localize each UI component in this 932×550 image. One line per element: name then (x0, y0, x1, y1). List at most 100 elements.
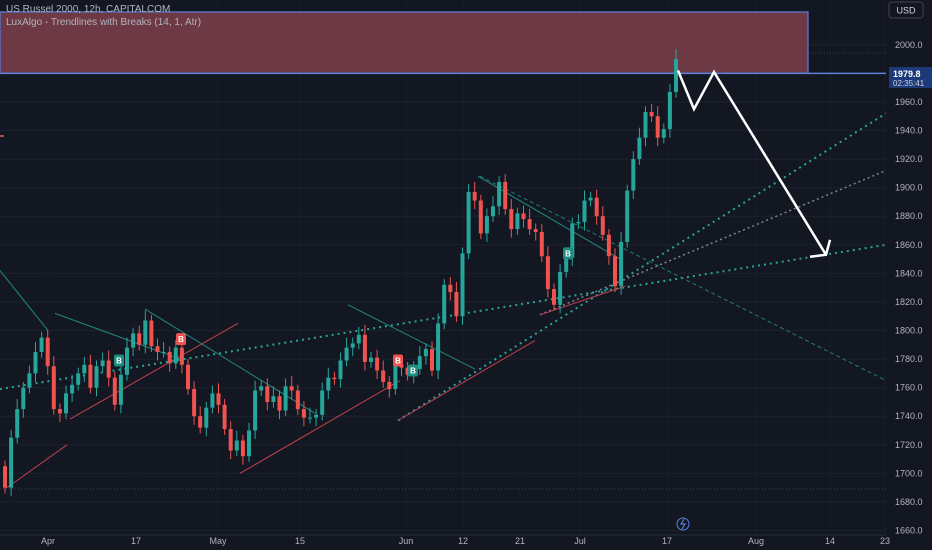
indicator-legend[interactable]: LuxAlgo - Trendlines with Breaks (14, 1,… (6, 17, 202, 28)
candle-body[interactable] (149, 320, 154, 347)
candle-body[interactable] (173, 347, 178, 364)
candle-body[interactable] (283, 386, 288, 411)
candle-body[interactable] (308, 417, 312, 419)
candle-body[interactable] (594, 197, 599, 217)
breakout-badge[interactable] (563, 247, 573, 260)
candle-body[interactable] (521, 213, 526, 220)
candle-body[interactable] (674, 59, 678, 92)
candle-body[interactable] (216, 393, 221, 405)
candle-body[interactable] (228, 429, 233, 451)
candle-body[interactable] (301, 409, 306, 418)
candle-body[interactable] (88, 364, 93, 388)
candle-body[interactable] (167, 351, 172, 364)
candle-body[interactable] (423, 349, 428, 357)
candle-body[interactable] (247, 430, 251, 457)
candle-body[interactable] (161, 351, 166, 353)
dotted-trendline[interactable] (397, 112, 887, 422)
candle-body[interactable] (210, 393, 215, 408)
candle-body[interactable] (344, 347, 349, 361)
candle-body[interactable] (503, 181, 508, 210)
candle-body[interactable] (667, 91, 672, 130)
candle-body[interactable] (179, 347, 184, 365)
candle-body[interactable] (460, 253, 465, 317)
candle-body[interactable] (375, 357, 380, 371)
candle-body[interactable] (600, 216, 605, 235)
candle-body[interactable] (27, 373, 32, 388)
candle-body[interactable] (619, 241, 624, 287)
candle-body[interactable] (606, 234, 611, 257)
trendline-support[interactable] (6, 444, 68, 489)
candle-body[interactable] (533, 229, 538, 232)
candle-body[interactable] (45, 337, 50, 367)
candle-body[interactable] (570, 223, 575, 258)
breakout-badge[interactable] (393, 354, 403, 367)
candle-body[interactable] (484, 216, 489, 234)
candle-body[interactable] (509, 209, 514, 230)
candle-body[interactable] (369, 357, 373, 362)
candle-body[interactable] (320, 390, 325, 415)
candle-body[interactable] (637, 137, 642, 160)
candle-body[interactable] (472, 191, 477, 201)
currency-button[interactable] (888, 1, 924, 19)
candle-body[interactable] (198, 416, 203, 428)
candle-body[interactable] (405, 367, 410, 375)
candle-body[interactable] (497, 181, 502, 207)
candle-body[interactable] (240, 440, 245, 457)
candle-body[interactable] (649, 111, 654, 117)
candle-body[interactable] (57, 409, 62, 414)
candle-body[interactable] (655, 116, 660, 138)
candle-body[interactable] (289, 386, 294, 391)
candle-body[interactable] (100, 360, 105, 367)
candle-body[interactable] (515, 213, 520, 230)
candle-body[interactable] (112, 377, 117, 405)
trendline-support[interactable] (69, 322, 239, 420)
candle-body[interactable] (362, 334, 367, 362)
candle-body[interactable] (582, 200, 587, 222)
candle-body[interactable] (430, 349, 434, 371)
candle-body[interactable] (234, 440, 239, 451)
candle-body[interactable] (338, 360, 343, 380)
candle-body[interactable] (277, 396, 282, 411)
trendline-resistance[interactable] (477, 175, 621, 260)
candle-body[interactable] (436, 323, 441, 371)
candle-body[interactable] (3, 466, 7, 488)
candle-body[interactable] (118, 374, 123, 405)
candle-body[interactable] (76, 373, 81, 385)
breakout-badge[interactable] (408, 364, 418, 377)
candle-body[interactable] (222, 404, 227, 430)
candle-body[interactable] (186, 364, 190, 390)
candle-body[interactable] (539, 231, 544, 257)
candle-body[interactable] (332, 377, 337, 380)
candle-body[interactable] (448, 284, 453, 292)
candle-body[interactable] (454, 291, 459, 317)
candle-body[interactable] (82, 364, 87, 374)
trendline-resistance[interactable] (347, 304, 476, 370)
trendline-resistance[interactable] (54, 312, 181, 360)
candle-body[interactable] (631, 159, 636, 191)
candle-body[interactable] (613, 256, 617, 287)
candle-body[interactable] (64, 393, 68, 414)
candle-body[interactable] (527, 219, 532, 230)
resistance-zone-box[interactable] (0, 11, 809, 74)
candle-body[interactable] (70, 384, 75, 394)
breakout-badge[interactable] (114, 354, 124, 367)
candle-body[interactable] (295, 390, 300, 410)
candle-body[interactable] (643, 111, 648, 138)
candle-body[interactable] (491, 206, 495, 217)
candle-body[interactable] (545, 256, 550, 290)
candle-body[interactable] (558, 271, 563, 305)
candle-body[interactable] (33, 351, 38, 374)
candle-body[interactable] (137, 333, 142, 345)
candle-body[interactable] (271, 396, 276, 402)
candle-body[interactable] (204, 407, 209, 428)
candle-body[interactable] (192, 389, 197, 417)
candle-body[interactable] (259, 386, 264, 391)
trendline-resistance[interactable] (0, 270, 49, 331)
candle-body[interactable] (94, 366, 99, 388)
breakout-badge[interactable] (176, 333, 186, 346)
candle-body[interactable] (356, 334, 361, 344)
candle-body[interactable] (143, 320, 148, 345)
candle-body[interactable] (15, 409, 20, 438)
trendline-support[interactable] (239, 380, 401, 474)
candle-body[interactable] (442, 284, 447, 324)
